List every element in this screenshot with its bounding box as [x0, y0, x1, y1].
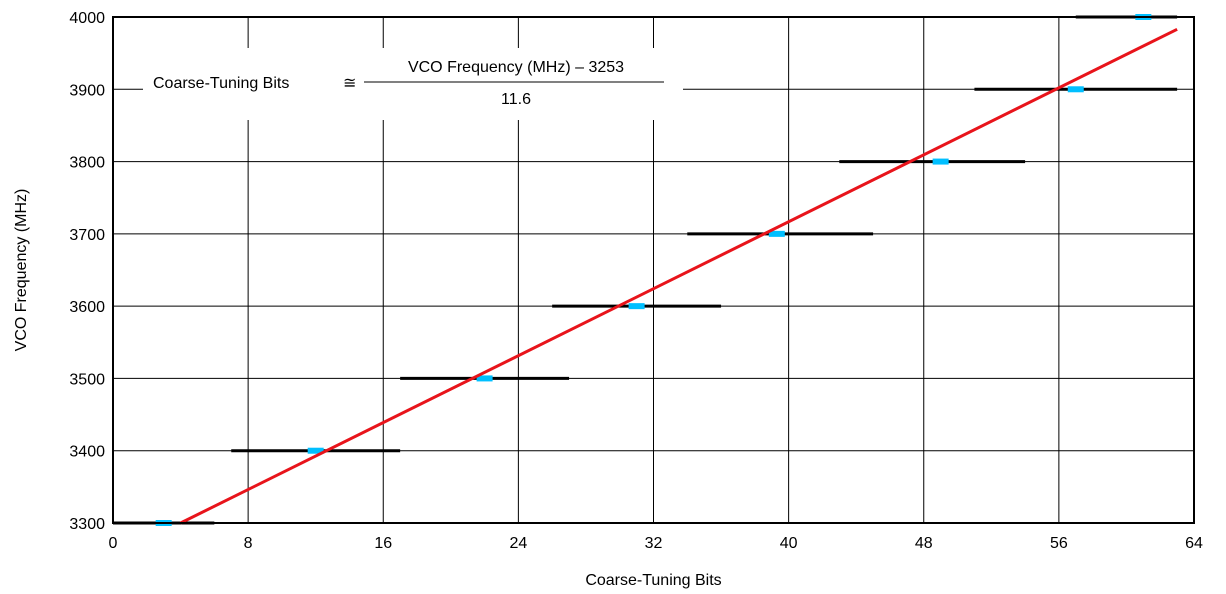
- formula-approx-sign: ≅: [343, 75, 356, 92]
- range-marker-3600: [628, 303, 645, 310]
- range-marker-3400: [307, 447, 324, 454]
- x-tick-label-64: 64: [1185, 535, 1203, 552]
- y-tick-label-3800: 3800: [69, 155, 105, 172]
- y-tick-label-3500: 3500: [69, 371, 105, 388]
- formula-box: Coarse-Tuning Bits ≅ VCO Frequency (MHz)…: [143, 48, 683, 120]
- fit-line: [179, 27, 1178, 525]
- formula-background: [143, 48, 683, 120]
- x-tick-label-32: 32: [645, 535, 663, 552]
- y-tick-label-3400: 3400: [69, 444, 105, 461]
- range-marker-3800: [932, 158, 949, 165]
- x-tick-label-8: 8: [244, 535, 253, 552]
- y-tick-label-3700: 3700: [69, 227, 105, 244]
- x-axis-label: Coarse-Tuning Bits: [585, 572, 721, 589]
- y-tick-label-3900: 3900: [69, 82, 105, 99]
- y-tick-label-4000: 4000: [69, 10, 105, 27]
- x-tick-label-48: 48: [915, 535, 933, 552]
- x-tick-labels: 0 8 16 24 32 40 48 56 64: [109, 535, 1203, 552]
- x-tick-label-24: 24: [509, 535, 527, 552]
- formula-lhs: Coarse-Tuning Bits: [153, 75, 289, 92]
- x-tick-label-56: 56: [1050, 535, 1068, 552]
- x-tick-label-16: 16: [374, 535, 392, 552]
- y-axis-label: VCO Frequency (MHz): [13, 189, 30, 352]
- plot-frame: [112, 16, 1195, 524]
- range-marker-3700: [768, 230, 785, 237]
- formula-numerator: VCO Frequency (MHz) – 3253: [408, 59, 624, 76]
- y-tick-label-3600: 3600: [69, 299, 105, 316]
- fit-line-group: [179, 27, 1178, 525]
- range-marker-3500: [476, 375, 493, 382]
- range-marker-3900: [1067, 86, 1084, 93]
- formula-denominator: 11.6: [501, 91, 531, 108]
- x-tick-label-0: 0: [109, 535, 118, 552]
- y-tick-label-3300: 3300: [69, 516, 105, 533]
- y-tick-labels: 3300 3400 3500 3600 3700 3800 3900 4000: [69, 10, 105, 533]
- x-tick-label-40: 40: [780, 535, 798, 552]
